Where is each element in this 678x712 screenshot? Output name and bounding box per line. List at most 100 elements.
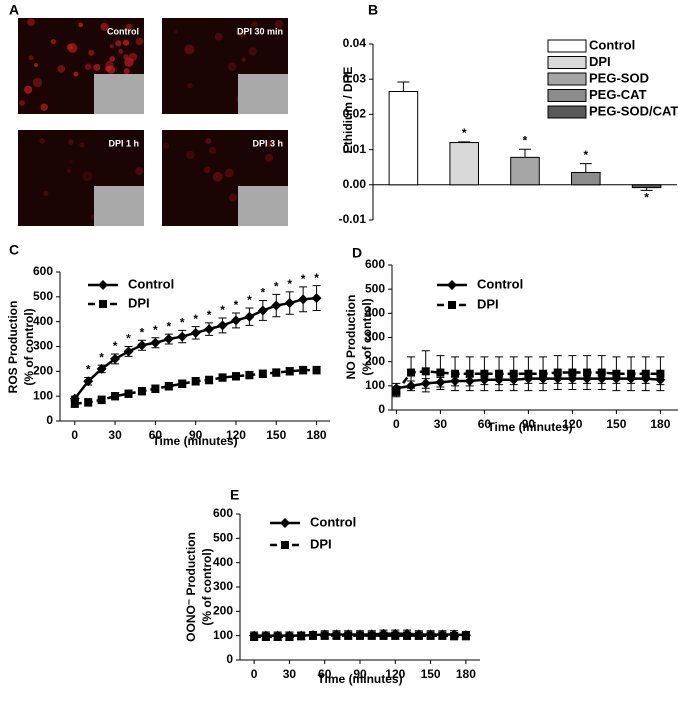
panel-label: E <box>230 487 239 503</box>
cell <box>100 22 109 31</box>
data-point <box>311 293 322 304</box>
panel-label: D <box>352 245 362 261</box>
y-tick-label: 0.01 <box>343 142 367 156</box>
data-point <box>285 632 294 641</box>
panel-label: B <box>368 2 378 18</box>
y-tick-label: 300 <box>213 579 233 593</box>
cell <box>162 142 170 149</box>
significance: * <box>207 308 212 322</box>
y-tick-label: 200 <box>213 604 233 618</box>
cell <box>205 137 212 144</box>
x-tick-label: 0 <box>71 428 78 442</box>
cell <box>27 18 35 26</box>
data-point <box>231 372 240 381</box>
legend-label: PEG-CAT <box>589 87 647 102</box>
cell <box>105 61 114 70</box>
bar <box>449 142 479 186</box>
cell <box>248 47 257 56</box>
data-point <box>191 377 200 386</box>
x-tick-label: 0 <box>393 417 400 431</box>
data-point <box>495 369 504 378</box>
data-point <box>284 298 295 309</box>
cell <box>203 166 211 174</box>
x-tick-label: 120 <box>562 417 582 431</box>
cell <box>19 100 25 106</box>
significance: * <box>301 272 306 286</box>
y-axis-label: NO Production <box>344 295 358 380</box>
x-tick-label: 0 <box>251 667 258 681</box>
cell <box>208 146 217 155</box>
legend-label: DPI <box>589 54 611 69</box>
data-point <box>299 366 308 375</box>
data-point <box>451 369 460 378</box>
data-point <box>218 373 227 382</box>
error-bar <box>397 81 410 92</box>
cell <box>50 38 57 45</box>
data-point <box>392 387 401 396</box>
cell <box>227 62 237 71</box>
cell <box>266 141 273 148</box>
legend-label: DPI <box>310 536 332 551</box>
data-point <box>436 368 445 377</box>
data-point <box>205 376 214 385</box>
cell <box>224 168 234 178</box>
legend-swatch <box>547 105 587 119</box>
significance: * <box>140 325 145 339</box>
y-tick-label: 500 <box>213 531 233 545</box>
y-tick-label: 0.00 <box>343 177 367 191</box>
data-point <box>298 294 309 305</box>
data-point <box>244 311 255 322</box>
data-point <box>137 387 146 396</box>
data-point <box>656 369 665 378</box>
y-tick-label: 0.03 <box>343 71 367 85</box>
error-bar <box>640 187 653 191</box>
significance: * <box>180 316 185 330</box>
bar <box>510 156 540 186</box>
brightfield-inset <box>238 74 288 114</box>
cell <box>109 56 116 62</box>
legend-marker <box>280 518 290 528</box>
data-point <box>272 368 281 377</box>
panel-label: A <box>9 2 19 18</box>
cell <box>82 171 93 182</box>
cell <box>28 55 34 61</box>
y-tick-label: 300 <box>365 330 385 344</box>
y-tick-label: 100 <box>365 378 385 392</box>
data-point <box>70 399 79 408</box>
cell <box>173 29 178 34</box>
data-point <box>367 631 376 640</box>
data-point <box>285 367 294 376</box>
data-point <box>426 631 435 640</box>
y-axis-label: (% of control) <box>360 298 374 375</box>
y-tick-label: 500 <box>365 281 385 295</box>
cell <box>123 54 129 60</box>
legend-marker <box>99 300 107 308</box>
data-point <box>450 632 459 641</box>
data-point <box>583 368 592 377</box>
significance: * <box>260 286 265 300</box>
significance: * <box>126 332 131 346</box>
data-point <box>568 368 577 377</box>
legend-swatch <box>547 89 587 102</box>
cell <box>187 82 193 89</box>
data-point <box>539 369 548 378</box>
legend-marker <box>98 280 108 290</box>
x-axis-label: Time (minutes) <box>487 420 572 434</box>
x-tick-label: 90 <box>522 417 536 431</box>
x-tick-label: 30 <box>283 667 297 681</box>
image-label: DPI 30 min <box>237 26 283 36</box>
data-point <box>230 315 241 326</box>
cell <box>265 153 274 162</box>
x-tick-label: 30 <box>434 417 448 431</box>
data-point <box>403 631 412 640</box>
data-point <box>163 334 174 345</box>
data-point <box>597 368 606 377</box>
x-tick-label: 150 <box>266 428 286 442</box>
legend-swatch <box>547 39 587 53</box>
data-point <box>110 353 121 364</box>
significance: * <box>193 312 198 326</box>
y-tick-label: 0 <box>378 402 385 416</box>
cell <box>43 190 49 197</box>
data-point <box>461 632 470 641</box>
cell <box>118 48 124 54</box>
